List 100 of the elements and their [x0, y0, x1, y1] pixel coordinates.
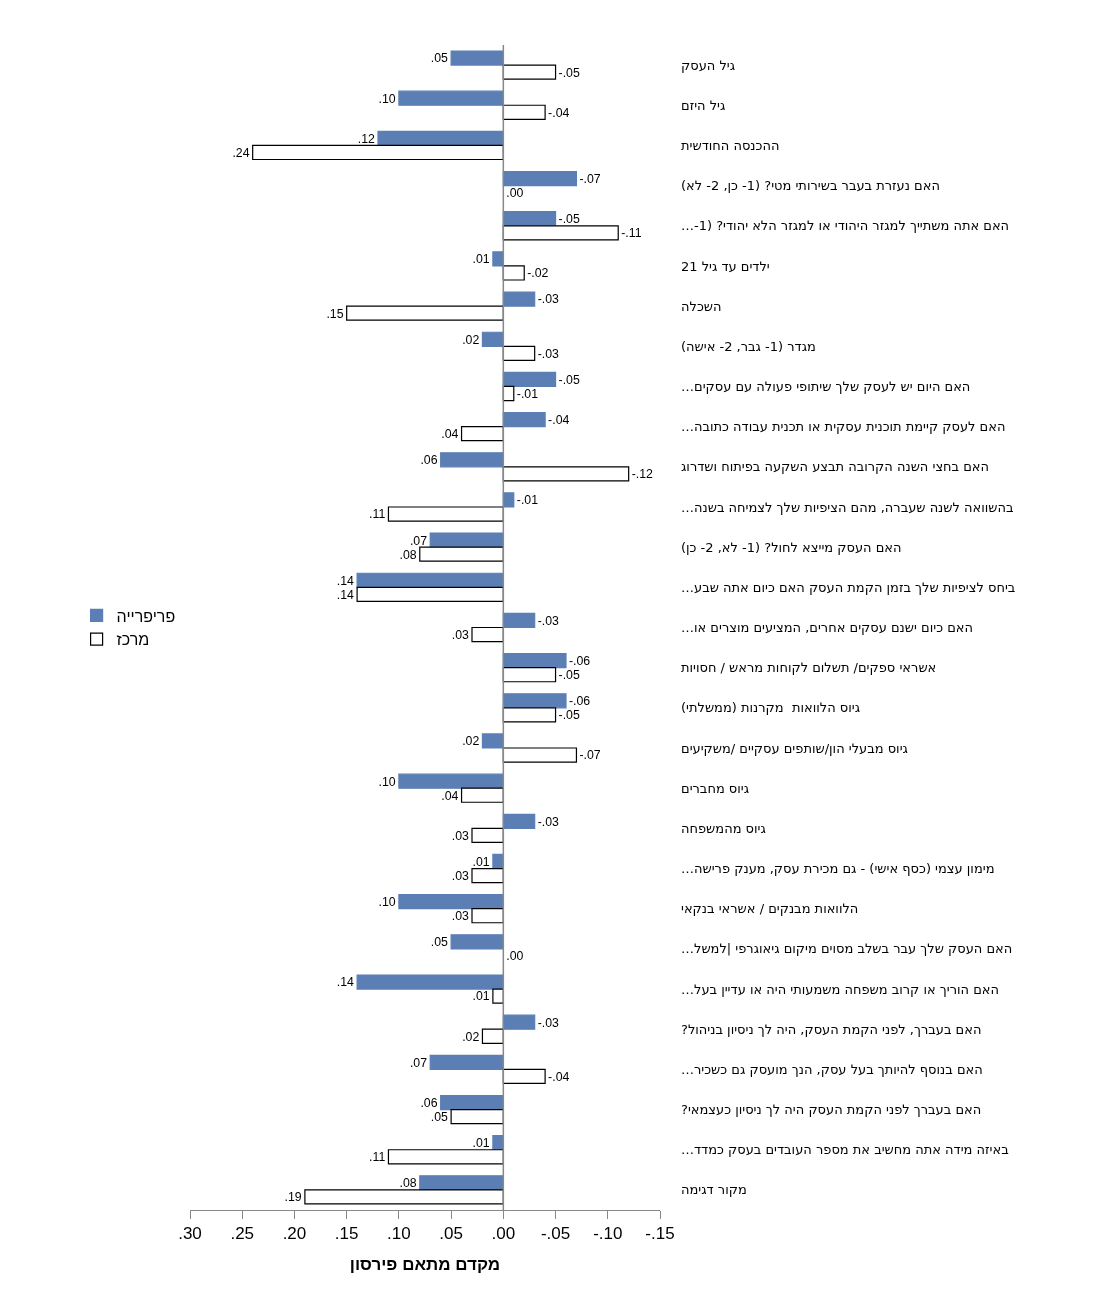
y-tick-label: באיזה מידה אתה מחשיב את מספר העובדים בעסק כמדד…: [681, 1142, 1009, 1158]
bar: [502, 64, 557, 80]
bar: [356, 586, 504, 602]
data-label: .02: [462, 734, 480, 749]
data-label: .14: [336, 975, 355, 990]
data-label: .04: [441, 427, 459, 442]
y-tick-label: האם כיום ישנם עסקים אחרים, המציעים מוצרים או…: [681, 620, 973, 636]
data-label: .11: [369, 1150, 386, 1165]
y-tick-label: האם הוריך או קרוב משפחה משמעותי היה או עדיין בעל…: [681, 981, 1000, 997]
data-label: -.02: [527, 266, 549, 281]
bar: [460, 426, 504, 442]
x-tick-label: .05: [439, 1224, 463, 1244]
data-label: .14: [336, 587, 355, 602]
bar: [471, 626, 504, 643]
x-tick-label: .25: [230, 1224, 255, 1244]
data-label: -.06: [569, 694, 591, 709]
data-label: .01: [472, 854, 490, 869]
bar: [398, 894, 504, 910]
data-label: -.03: [537, 1015, 560, 1030]
y-tick-label: גיוס מהמשפחה: [681, 820, 766, 836]
bar: [502, 693, 567, 709]
data-label: .01: [472, 1136, 490, 1151]
data-label: .02: [462, 332, 480, 347]
y-tick-label: האם בעברך לפני הקמת העסק היה לך ניסיון כעצמאי?: [681, 1102, 982, 1118]
x-tick-label: -.15: [645, 1224, 675, 1244]
data-label: .00: [506, 186, 524, 201]
y-tick-label: אשראי ספקים/ תשלום לקוחות מראש / חסויות: [681, 660, 937, 676]
bar: [450, 934, 504, 950]
bar: [502, 225, 619, 241]
y-tick-label: ביחס לציפיות שלך בזמן הקמת העסק האם כיום אתה שבע…: [681, 579, 1016, 595]
bar: [450, 50, 504, 66]
data-label: .08: [399, 1176, 417, 1191]
bar: [481, 1028, 504, 1044]
y-tick-label: השכלה: [681, 298, 722, 314]
bar: [502, 291, 536, 307]
y-tick-label: גיל העסק: [681, 57, 736, 73]
bar: [460, 787, 504, 803]
x-tick-label: -.10: [593, 1224, 623, 1244]
bar: [492, 988, 504, 1004]
data-label: -.07: [579, 748, 601, 763]
bar: [502, 667, 557, 683]
data-label: .00: [506, 949, 524, 964]
data-label: -.03: [537, 613, 560, 628]
bar: [346, 305, 504, 321]
data-label: -.03: [537, 814, 560, 829]
data-label: .03: [451, 627, 469, 642]
x-tick-label: .20: [282, 1224, 307, 1244]
data-label: .02: [462, 1029, 480, 1044]
legend-label: מרכז: [116, 631, 150, 649]
data-label: -.05: [558, 65, 580, 80]
data-label: -.04: [548, 413, 570, 427]
data-label: .07: [409, 1055, 428, 1070]
data-label: .15: [326, 306, 344, 321]
data-label: -.03: [537, 346, 560, 361]
bar: [502, 104, 546, 120]
data-label: .03: [451, 909, 469, 924]
data-label: .12: [357, 131, 375, 146]
data-label: .03: [451, 868, 469, 883]
y-tick-label: גיוס מבעלי הון/שותפים עסקיים /משקיעים: [681, 740, 908, 756]
bar: [387, 506, 504, 522]
bar: [471, 908, 504, 924]
data-label: .08: [399, 547, 417, 562]
y-tick-label: ההכנסה החודשית: [681, 137, 780, 153]
bar: [429, 1054, 504, 1070]
x-tick-label: -.05: [540, 1224, 571, 1244]
y-tick-label: הלוואות מבנקים / אשראי בנקאי: [681, 901, 859, 917]
data-label: -.04: [548, 105, 570, 120]
bar: [502, 813, 536, 829]
data-label: -.04: [548, 1069, 570, 1084]
data-label: .05: [430, 935, 449, 950]
data-label: .03: [451, 828, 469, 843]
bar: [440, 1094, 504, 1111]
data-label: -.12: [631, 467, 654, 482]
bar: [481, 733, 504, 749]
y-tick-label: מקור דגימה: [681, 1182, 747, 1198]
bar: [502, 170, 578, 187]
y-tick-label: בהשוואה לשנה שעברה, מהם הציפיות שלך לצמיחה בשנה…: [681, 499, 1014, 515]
data-label: .05: [430, 1109, 449, 1124]
x-tick-label: .30: [178, 1224, 202, 1244]
bar: [502, 411, 546, 428]
bar: [502, 265, 525, 281]
data-label: .01: [472, 989, 490, 1004]
y-tick-label: גיוס מחברים: [681, 780, 750, 796]
bar: [502, 612, 536, 629]
bar: [252, 144, 504, 161]
y-tick-label: האם בנוסף להיותך בעל עסק, הנך מועסק גם כשכיר…: [681, 1061, 983, 1077]
data-label: -.07: [579, 171, 601, 186]
y-tick-label: האם העסק מייצא לחול? (1- לא, 2- כן): [681, 539, 902, 555]
x-tick-label: .10: [387, 1224, 411, 1244]
data-label: .05: [430, 51, 449, 66]
data-label: -.01: [516, 386, 539, 401]
bar: [398, 773, 504, 789]
x-axis-title: מקדם מתאם פירסון: [349, 1254, 501, 1274]
bar: [419, 546, 504, 562]
data-label: -.05: [558, 212, 580, 227]
data-label: .14: [336, 573, 355, 588]
x-tick-label: .00: [491, 1224, 516, 1244]
y-tick-label: ילדים עד גיל 21: [681, 258, 770, 274]
bar: [398, 90, 504, 106]
data-label: .06: [420, 453, 438, 468]
